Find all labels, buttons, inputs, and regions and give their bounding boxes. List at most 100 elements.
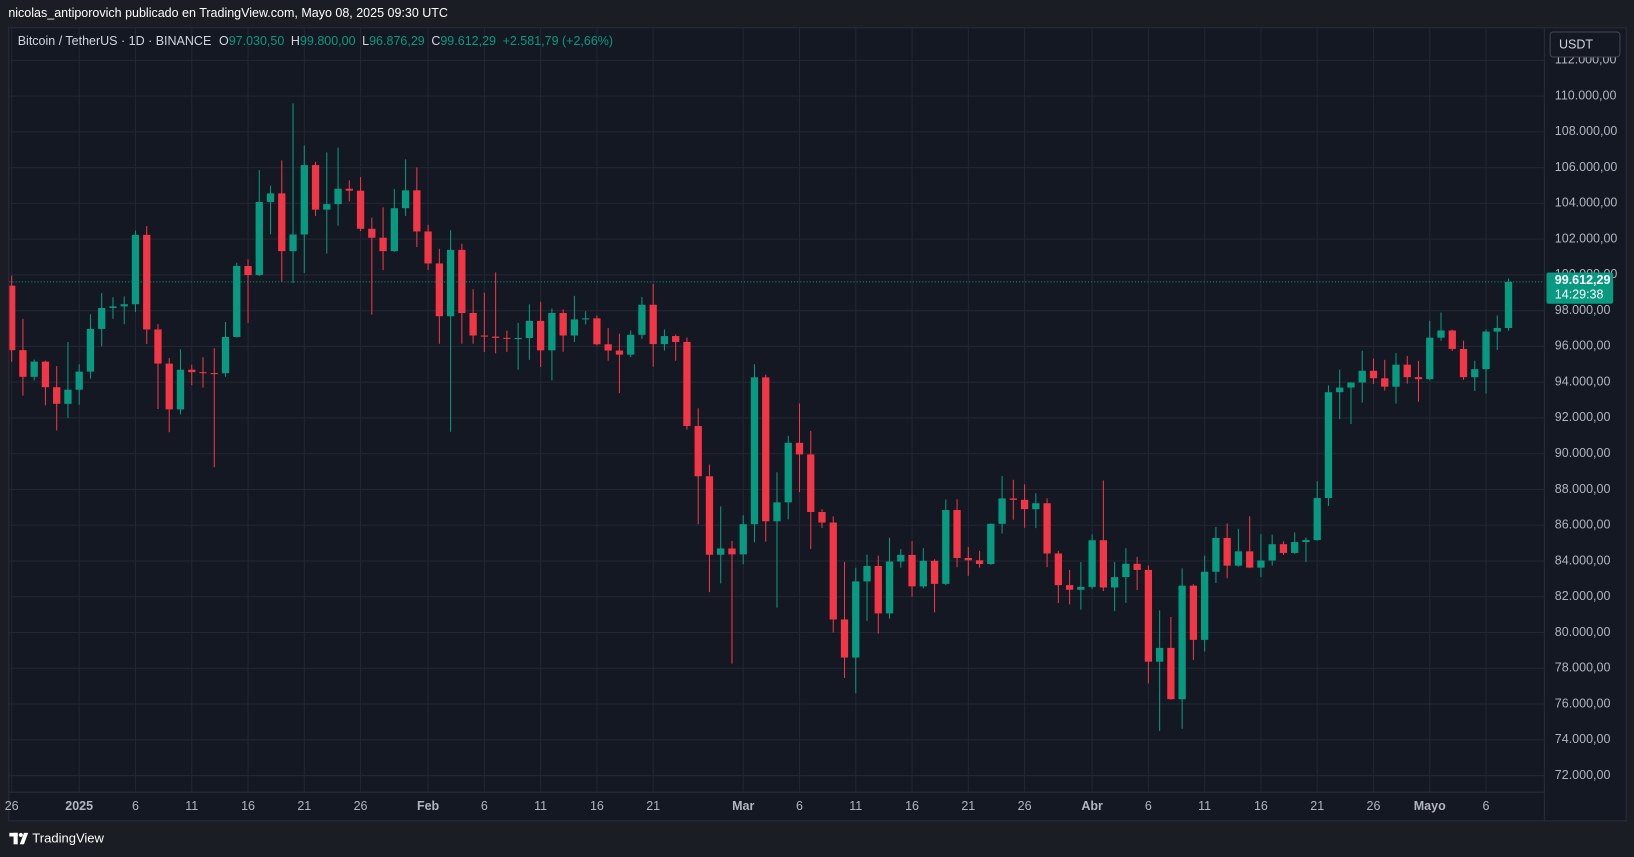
candle-body	[109, 306, 117, 308]
candle-body	[323, 204, 331, 210]
candle-body	[1392, 364, 1400, 387]
x-tick-label: 26	[1367, 799, 1381, 813]
brand-name: TradingView	[32, 831, 104, 846]
y-tick-label: 88.000,00	[1555, 482, 1611, 496]
candle-body	[1302, 540, 1310, 543]
candle-body	[424, 231, 432, 264]
x-tick-label: 6	[132, 799, 139, 813]
candle-body	[379, 237, 387, 252]
x-tick-label: 2025	[65, 799, 93, 813]
candle-body	[435, 263, 443, 317]
x-tick-label: 6	[1483, 799, 1490, 813]
candle-body	[908, 554, 916, 587]
axes: 72.000,00 74.000,00 76.000,00 78.000,00 80.0…	[5, 53, 1618, 813]
candle-body	[210, 373, 218, 375]
currency-label[interactable]: USDT	[1559, 37, 1593, 51]
x-tick-label: 21	[297, 799, 311, 813]
candle-body	[683, 341, 691, 426]
candle-body	[289, 234, 297, 252]
x-tick-label: Mayo	[1414, 799, 1446, 813]
x-tick-label: 26	[5, 799, 19, 813]
y-tick-label: 90.000,00	[1555, 446, 1611, 460]
candle-body	[1279, 544, 1288, 553]
y-tick-label: 82.000,00	[1555, 589, 1611, 603]
candle-body	[694, 425, 702, 477]
candle-body	[885, 561, 894, 614]
candle-body	[30, 361, 38, 377]
candle-body	[1133, 563, 1141, 570]
x-tick-label: Mar	[732, 799, 754, 813]
candle-body	[503, 337, 511, 339]
candle-body	[176, 369, 185, 410]
candle-body	[638, 304, 646, 335]
candle-body	[53, 387, 61, 404]
x-tick-label: 16	[905, 799, 919, 813]
ohlc-key: H	[291, 34, 300, 48]
candle-body	[1381, 378, 1389, 387]
candle-body	[525, 320, 534, 339]
candle-body	[311, 165, 320, 210]
candle-body	[1403, 364, 1411, 378]
candle-body	[1088, 540, 1096, 587]
candle-body	[9, 285, 16, 351]
candle-body	[41, 361, 50, 388]
symbol: Bitcoin / TetherUS · 1D · BINANCE	[18, 34, 212, 48]
candle-body	[1482, 331, 1490, 370]
candle-body	[975, 560, 984, 565]
candle-body	[1144, 569, 1153, 662]
candle-body	[266, 193, 275, 202]
y-tick-label: 76.000,00	[1555, 696, 1611, 710]
candle-body	[1426, 337, 1434, 380]
candle-body	[1437, 330, 1445, 338]
x-tick-label: 11	[849, 799, 862, 813]
candle-body	[233, 265, 241, 337]
candle-body	[582, 318, 590, 320]
candle-body	[536, 320, 545, 351]
x-tick-label: 6	[796, 799, 803, 813]
candle-body	[1110, 577, 1119, 588]
candle-body	[964, 557, 972, 561]
chart-frame	[8, 27, 1627, 822]
currency-button[interactable]	[1549, 31, 1621, 58]
x-tick-label: 26	[1018, 799, 1032, 813]
candle-body	[548, 312, 556, 351]
ohlc-value: 99.612,29	[440, 34, 496, 48]
candle-body	[930, 560, 939, 584]
candle-body	[660, 336, 669, 345]
candle-body	[1065, 585, 1074, 590]
legend: Bitcoin / TetherUS · 1D · BINANCE O97.03…	[18, 34, 613, 48]
candle-body	[593, 318, 601, 345]
candle-body	[1212, 537, 1220, 572]
candle-body	[1234, 551, 1243, 566]
y-tick-label: 92.000,00	[1555, 410, 1611, 424]
brand-logo	[9, 832, 29, 845]
candle-body	[469, 312, 477, 336]
candle-body	[672, 336, 680, 342]
candle-body	[840, 619, 849, 658]
x-tick-label: 16	[590, 799, 604, 813]
candle-body	[1493, 328, 1501, 332]
candle-body	[1268, 544, 1276, 561]
candle-body	[829, 522, 837, 620]
candle-body	[874, 566, 882, 614]
candle-body	[446, 249, 455, 317]
x-tick-label: 26	[354, 799, 368, 813]
countdown-label: 14:29:38	[1555, 288, 1604, 302]
ohlc-key: L	[362, 34, 369, 48]
candle-body	[852, 581, 860, 658]
candle-body	[86, 328, 95, 372]
candle-body	[604, 344, 612, 351]
candle-body	[1336, 387, 1344, 393]
candle-body	[705, 476, 714, 555]
ohlc-value: 97.030,50	[229, 34, 285, 48]
candle-body	[773, 502, 781, 522]
candle-body	[75, 371, 83, 390]
x-tick-label: 21	[1310, 799, 1324, 813]
candle-body	[1358, 370, 1366, 383]
publisher-line: nicolas_antiporovich publicado en Tradin…	[8, 6, 448, 20]
y-tick-label: 108.000,00	[1555, 124, 1618, 138]
x-tick-label: 6	[481, 799, 488, 813]
candle-body	[728, 548, 736, 555]
candle-body	[1414, 377, 1423, 380]
